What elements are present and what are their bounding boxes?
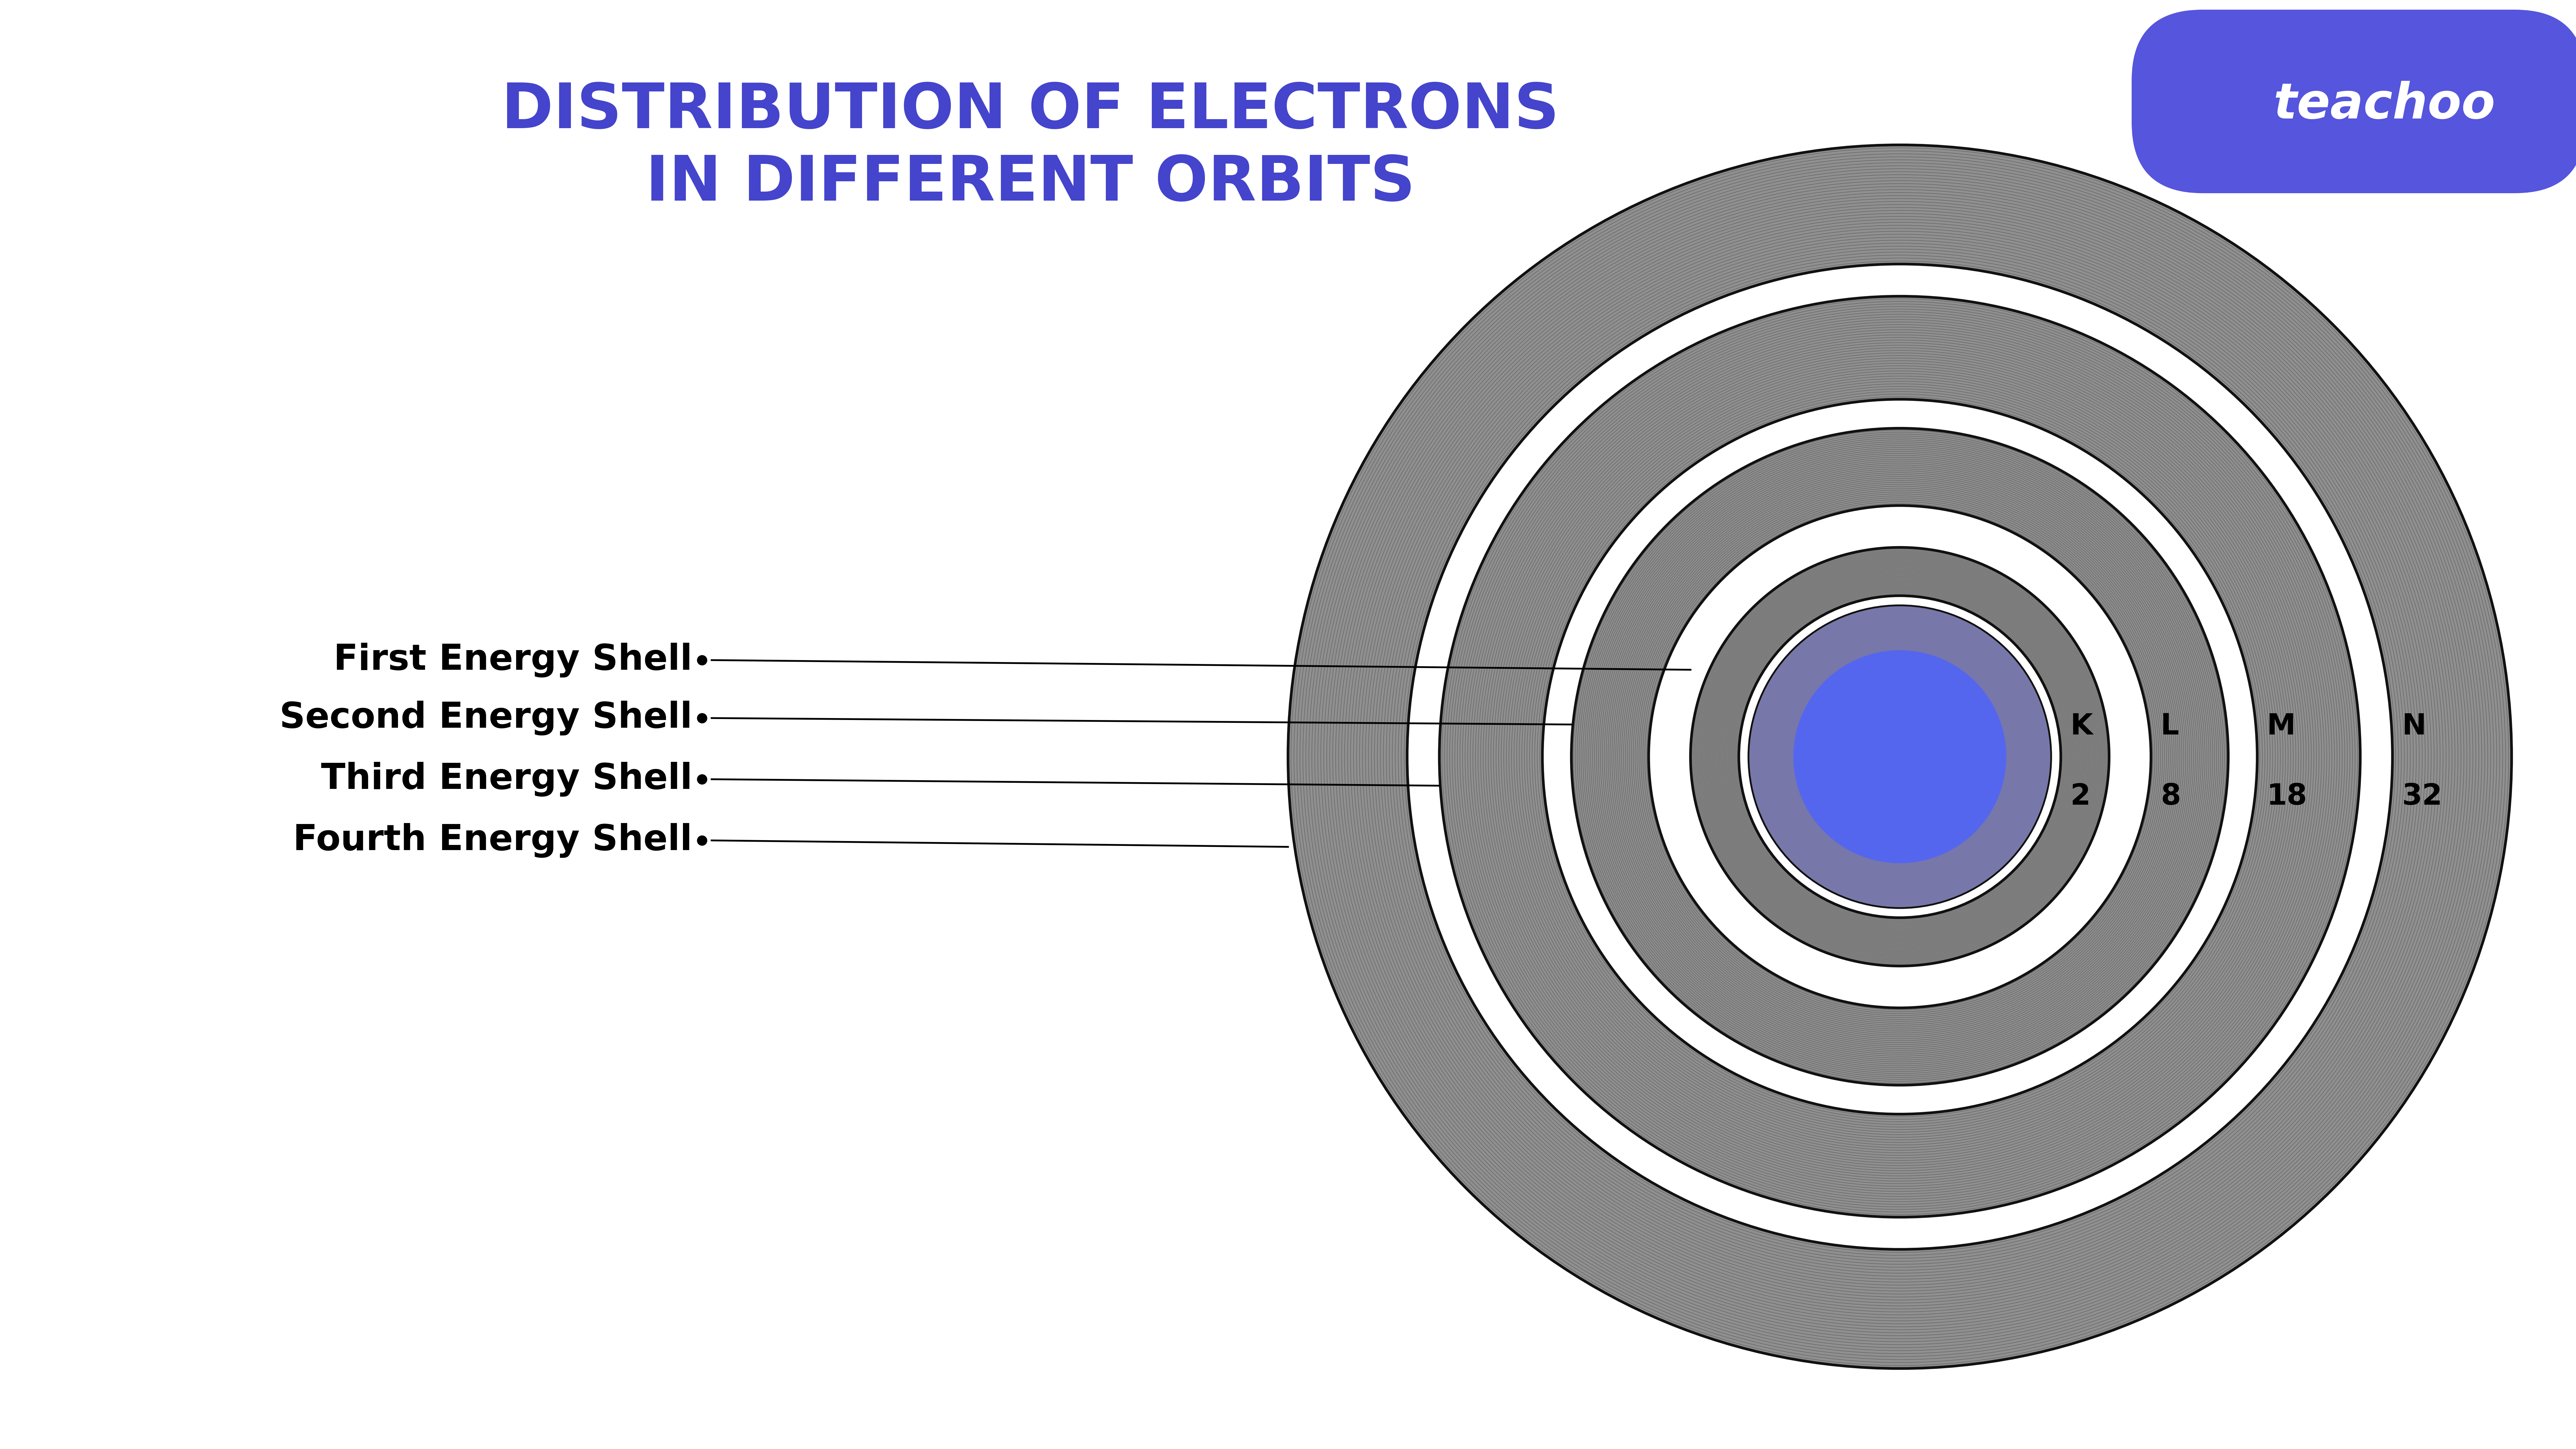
Circle shape bbox=[1543, 400, 2257, 1114]
Text: 18: 18 bbox=[2267, 782, 2308, 811]
Text: 2: 2 bbox=[2071, 782, 2092, 811]
Circle shape bbox=[1793, 651, 2007, 864]
Text: Third Energy Shell: Third Energy Shell bbox=[322, 762, 693, 797]
Circle shape bbox=[1690, 548, 2110, 966]
Text: N: N bbox=[2401, 713, 2427, 740]
Text: teachoo: teachoo bbox=[2275, 81, 2496, 129]
Circle shape bbox=[1739, 596, 2061, 917]
Text: Fourth Energy Shell: Fourth Energy Shell bbox=[294, 823, 693, 858]
Text: 8: 8 bbox=[2161, 782, 2182, 811]
Text: K: K bbox=[2071, 713, 2092, 740]
Text: Second Energy Shell: Second Energy Shell bbox=[278, 701, 693, 736]
Text: 32: 32 bbox=[2401, 782, 2442, 811]
Text: First Energy Shell: First Energy Shell bbox=[335, 643, 693, 678]
Text: L: L bbox=[2161, 713, 2179, 740]
Circle shape bbox=[1571, 429, 2228, 1085]
Text: DISTRIBUTION OF ELECTRONS
IN DIFFERENT ORBITS: DISTRIBUTION OF ELECTRONS IN DIFFERENT O… bbox=[502, 81, 1558, 213]
Circle shape bbox=[1406, 264, 2393, 1249]
Circle shape bbox=[1440, 296, 2360, 1217]
Text: M: M bbox=[2267, 713, 2295, 740]
Circle shape bbox=[1288, 145, 2512, 1368]
Circle shape bbox=[1649, 506, 2151, 1009]
FancyBboxPatch shape bbox=[2133, 10, 2576, 193]
Circle shape bbox=[1749, 606, 2050, 909]
